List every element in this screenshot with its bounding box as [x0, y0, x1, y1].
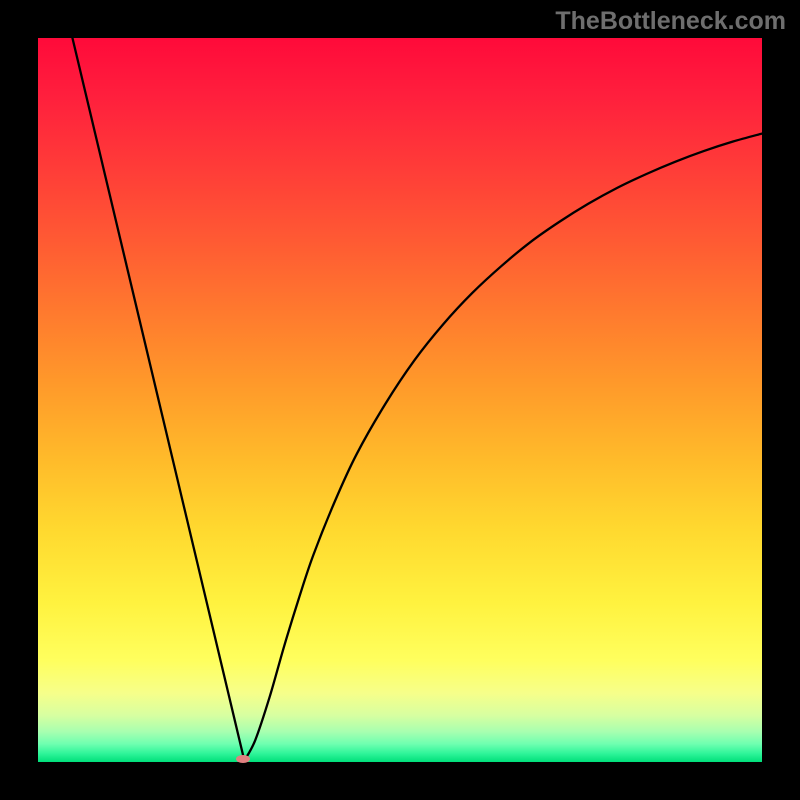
- chart-container: TheBottleneck.com: [0, 0, 800, 800]
- plot-area: [38, 38, 762, 762]
- curve-left-branch: [38, 38, 244, 761]
- watermark-text: TheBottleneck.com: [555, 7, 786, 36]
- minimum-marker: [236, 755, 250, 763]
- curve-layer: [38, 38, 762, 762]
- curve-right-branch: [244, 134, 762, 761]
